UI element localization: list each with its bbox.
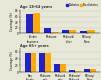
Text: Age 65+ years: Age 65+ years: [20, 44, 49, 48]
Legend: Diabetes, No diabetes: Diabetes, No diabetes: [65, 2, 99, 8]
Bar: [87, 30, 95, 33]
Bar: [84, 69, 90, 72]
Bar: [39, 53, 45, 72]
Bar: [54, 64, 60, 72]
Bar: [69, 30, 76, 33]
Bar: [33, 13, 40, 33]
Text: Age 18-64 years: Age 18-64 years: [20, 5, 52, 9]
Y-axis label: Coverage (%): Coverage (%): [10, 12, 14, 31]
Y-axis label: Coverage (%): Coverage (%): [10, 51, 14, 70]
Bar: [26, 14, 33, 33]
Bar: [31, 53, 36, 72]
Bar: [60, 64, 66, 72]
Bar: [51, 32, 58, 33]
Bar: [90, 69, 96, 72]
Bar: [45, 53, 51, 72]
Bar: [44, 28, 51, 33]
Bar: [80, 31, 87, 33]
Bar: [69, 70, 75, 72]
Bar: [25, 54, 31, 72]
Bar: [62, 30, 69, 33]
Bar: [75, 71, 81, 72]
